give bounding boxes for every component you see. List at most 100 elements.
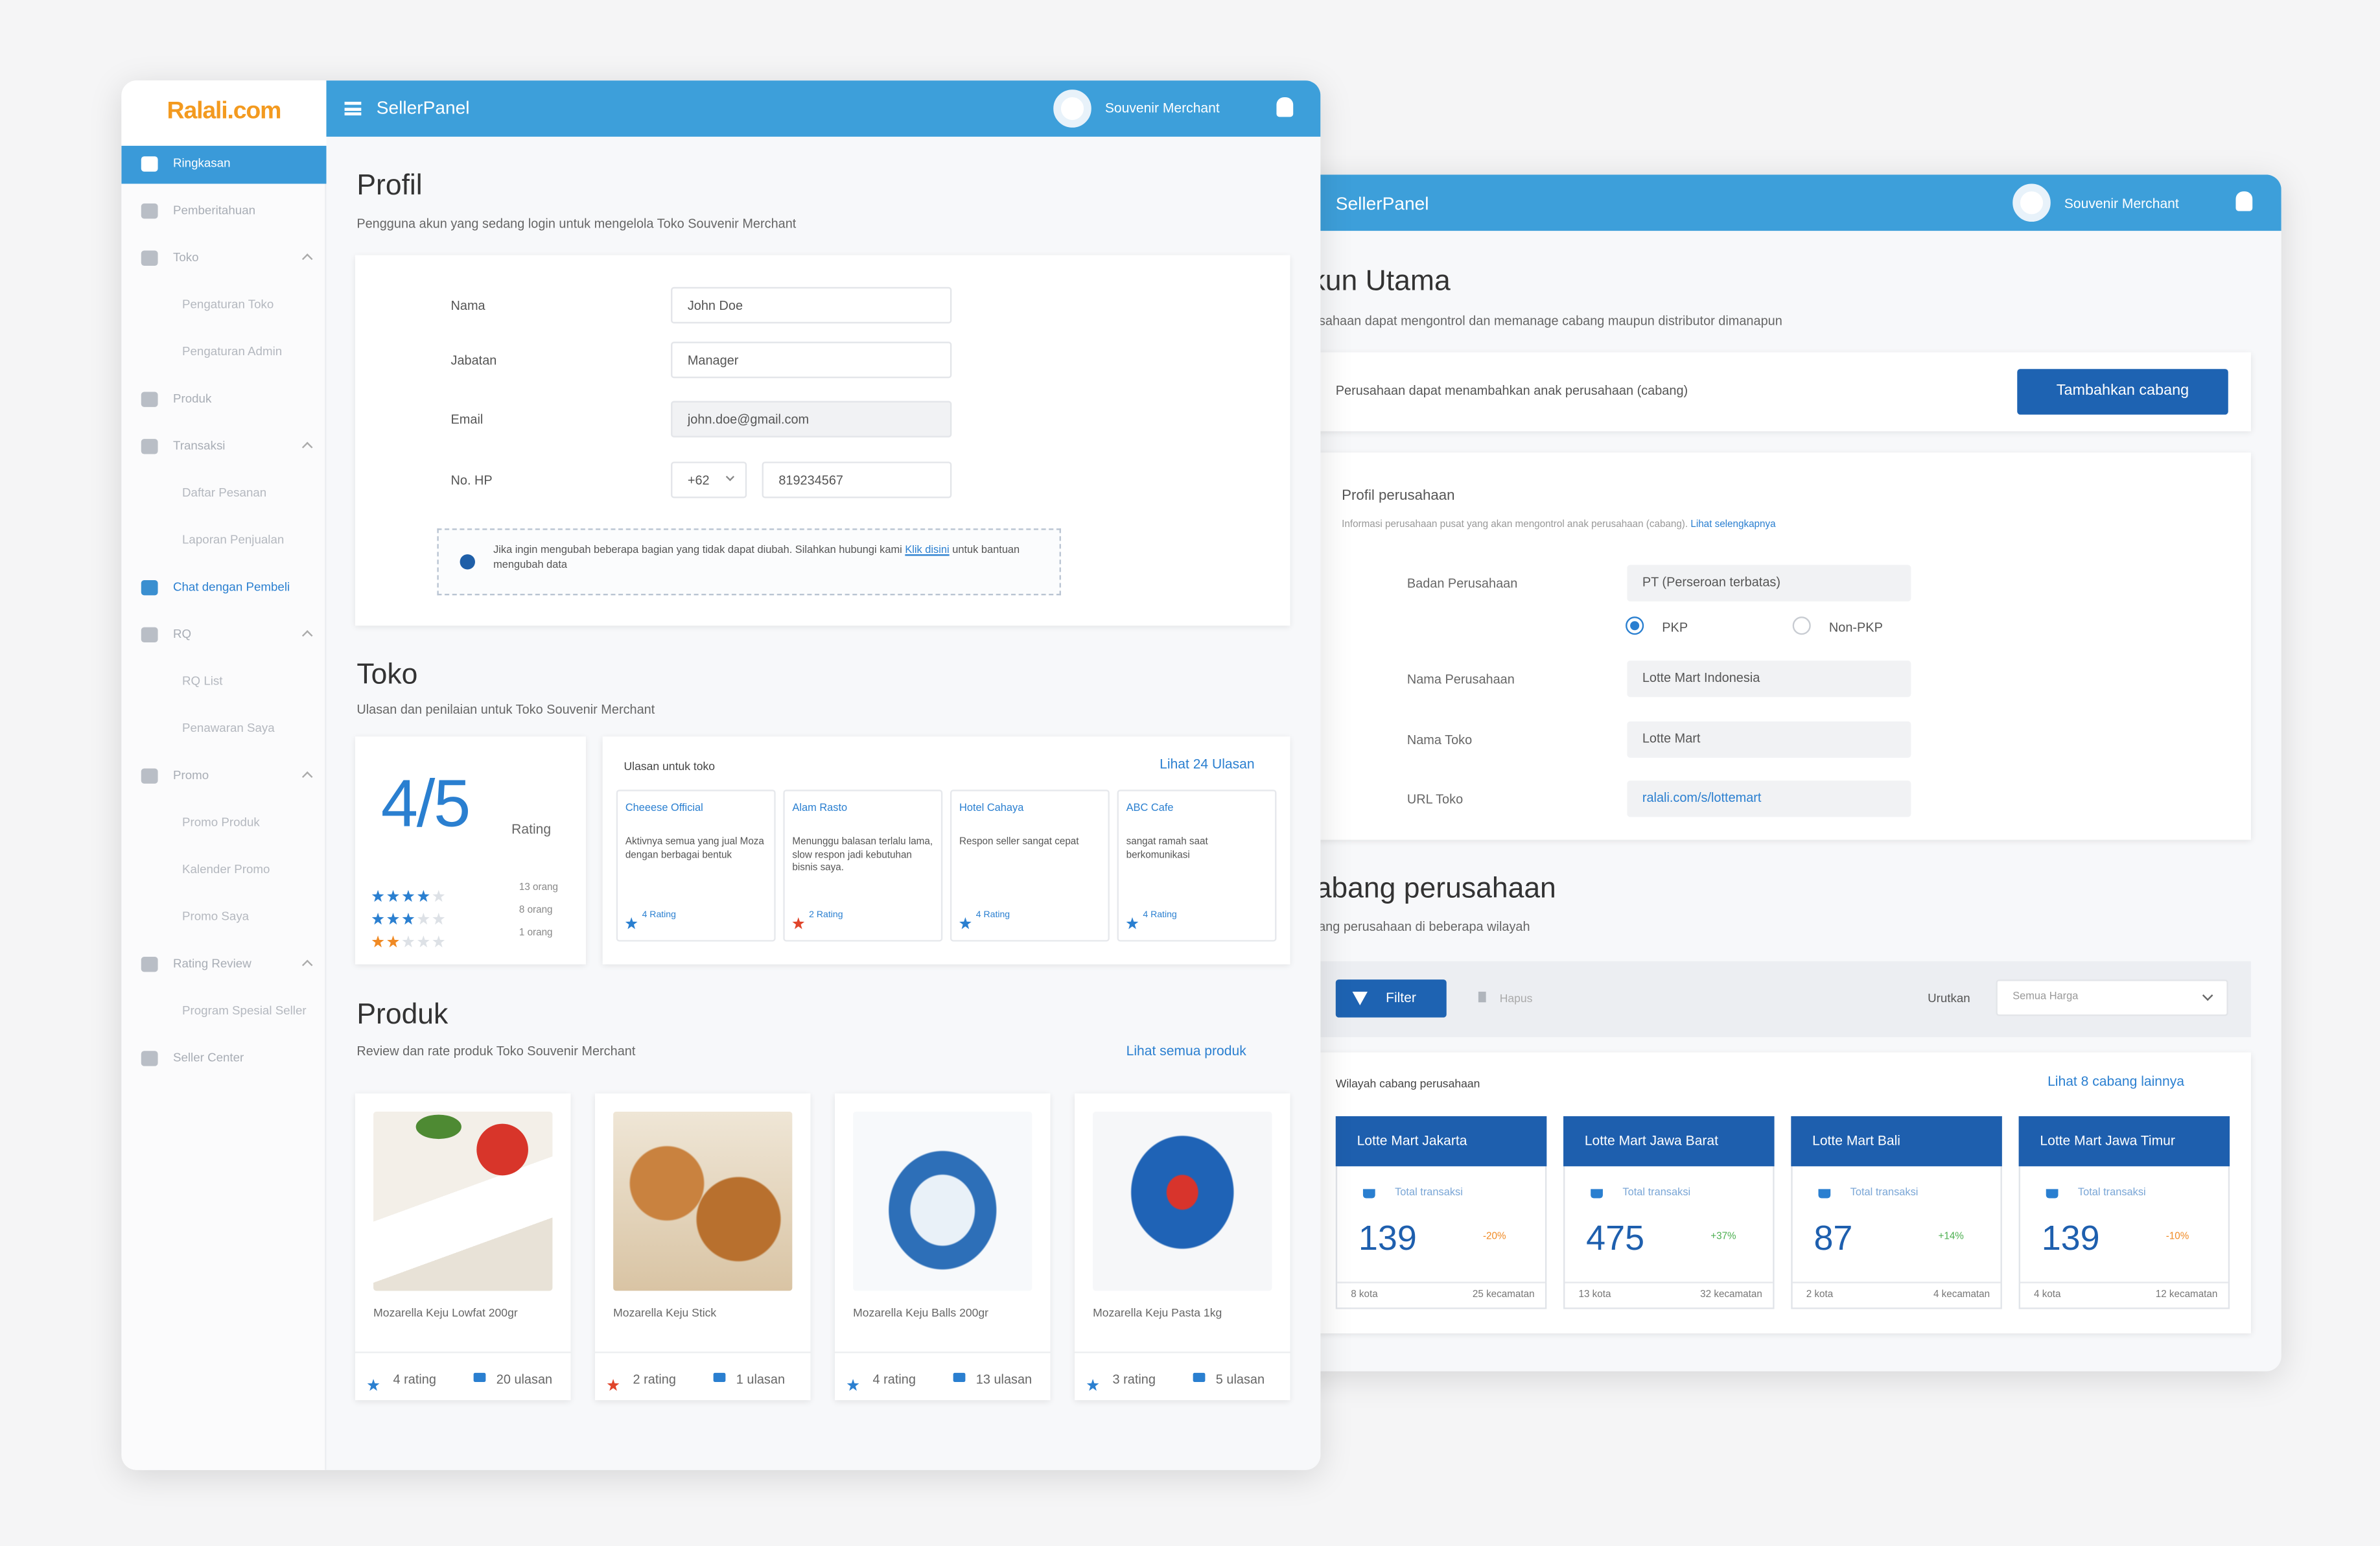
tomato bbox=[476, 1123, 528, 1176]
star-svg bbox=[959, 917, 972, 930]
review-rating: 4 Rating bbox=[642, 911, 676, 920]
rating-count: 8 orang bbox=[519, 905, 553, 916]
star-icon bbox=[792, 909, 805, 937]
branch-item[interactable]: Lotte Mart Jakarta Total transaksi 139 -20%… bbox=[1335, 1116, 1547, 1309]
reviews-title: Ulasan untuk toko bbox=[624, 759, 716, 773]
menu-toggle-bar bbox=[344, 107, 362, 110]
user-name[interactable]: Souvenir Merchant bbox=[2064, 196, 2179, 211]
avatar[interactable] bbox=[1053, 89, 1091, 128]
product-card[interactable]: Mozarella Keju Pasta 1kg 3 rating 5 ulasan bbox=[1074, 1093, 1290, 1401]
menu-label: RQ bbox=[172, 627, 192, 641]
avatar[interactable] bbox=[2012, 183, 2051, 222]
note-body: Jika ingin mengubah beberapa bagian yang… bbox=[493, 545, 902, 556]
branch-item[interactable]: Lotte Mart Jawa Timur Total transaksi 139 -… bbox=[2018, 1116, 2230, 1309]
submenu-item[interactable]: Penawaran Saya bbox=[121, 710, 326, 749]
star-icon bbox=[402, 882, 415, 909]
info-link[interactable]: Lihat selengkapnya bbox=[1690, 519, 1776, 530]
menu-icon bbox=[141, 392, 158, 407]
menu-toggle[interactable] bbox=[344, 101, 362, 116]
product-card[interactable]: Mozarella Keju Lowfat 200gr 4 rating 20 ul… bbox=[355, 1093, 571, 1401]
product-card[interactable]: Mozarella Keju Stick 2 rating 1 ulasan bbox=[594, 1093, 811, 1401]
submenu-item[interactable]: Kalender Promo bbox=[121, 852, 326, 890]
notification-bell[interactable] bbox=[2235, 191, 2253, 211]
star-svg bbox=[1126, 917, 1139, 930]
menu-item[interactable]: Ringkasan bbox=[121, 145, 327, 184]
phone-input[interactable]: 819234567 bbox=[762, 462, 952, 498]
section-title: Produk bbox=[356, 999, 449, 1031]
rating-count: 1 orang bbox=[519, 928, 553, 939]
radio[interactable] bbox=[1626, 616, 1644, 635]
field-label: Nama Perusahaan bbox=[1406, 671, 1515, 686]
menu-icon bbox=[141, 627, 158, 643]
reviews-link[interactable]: Lihat 24 Ulasan bbox=[1160, 756, 1255, 772]
review-rating: 4 Rating bbox=[1143, 911, 1177, 920]
menu-item[interactable]: Produk bbox=[121, 381, 326, 419]
menu-caret bbox=[301, 630, 313, 641]
submenu-item[interactable]: Daftar Pesanan bbox=[121, 475, 326, 513]
submenu-item[interactable]: Laporan Penjualan bbox=[121, 522, 326, 561]
note-link[interactable]: Klik disini bbox=[905, 545, 950, 556]
field-input[interactable]: Lotte Mart Indonesia bbox=[1627, 661, 1911, 697]
notification-bell[interactable] bbox=[1276, 97, 1294, 117]
submenu-item[interactable]: Pengaturan Toko bbox=[121, 287, 326, 325]
radio-label: PKP bbox=[1662, 619, 1688, 635]
menu-item[interactable]: RQ bbox=[121, 616, 326, 655]
branch-cities: 13 kota bbox=[1578, 1289, 1611, 1300]
menu-item[interactable]: Pemberitahuan bbox=[121, 193, 326, 231]
branch-footer-line bbox=[1337, 1282, 1545, 1283]
star-svg bbox=[371, 889, 384, 902]
submenu-item[interactable]: Promo Produk bbox=[121, 805, 326, 843]
filter-button[interactable]: Filter bbox=[1335, 979, 1447, 1018]
section-subtitle: Pengguna akun yang sedang login untuk me… bbox=[356, 215, 797, 231]
branch-item[interactable]: Lotte Mart Bali Total transaksi 87 +14% 2 ko… bbox=[1791, 1116, 2002, 1309]
sort-select[interactable]: Semua Harga bbox=[1996, 979, 2228, 1016]
field-input[interactable]: John Doe bbox=[671, 287, 952, 324]
branch-item[interactable]: Lotte Mart Jawa Barat Total transaksi 475 +… bbox=[1563, 1116, 1775, 1309]
star-icon bbox=[417, 905, 430, 932]
field-input[interactable]: ralali.com/s/lottemart bbox=[1627, 780, 1911, 817]
branch-cities: 8 kota bbox=[1351, 1289, 1378, 1300]
branch-list-link[interactable]: Lihat 8 cabang lainnya bbox=[2048, 1073, 2185, 1089]
metric-label: Total transaksi bbox=[1395, 1188, 1463, 1199]
submenu-item[interactable]: Program Spesial Seller bbox=[121, 993, 326, 1031]
products-link[interactable]: Lihat semua produk bbox=[1126, 1043, 1246, 1059]
product-image bbox=[853, 1111, 1032, 1291]
menu-item[interactable]: Rating Review bbox=[121, 946, 326, 985]
star-svg bbox=[402, 935, 415, 948]
branch-cities: 2 kota bbox=[1806, 1289, 1834, 1300]
product-card[interactable]: Mozarella Keju Balls 200gr 4 rating 13 ula… bbox=[834, 1093, 1051, 1401]
submenu-item[interactable]: RQ List bbox=[121, 664, 326, 702]
radio[interactable] bbox=[1792, 616, 1811, 635]
menu-icon bbox=[141, 580, 158, 596]
cart-icon bbox=[2046, 1189, 2059, 1199]
submenu-item[interactable]: Promo Saya bbox=[121, 899, 326, 937]
branch-total: 139 bbox=[1358, 1217, 1417, 1258]
metric-label: Total transaksi bbox=[1622, 1188, 1691, 1199]
menu-item[interactable]: Transaksi bbox=[121, 428, 326, 467]
delete-label[interactable]: Hapus bbox=[1499, 991, 1533, 1005]
star-icon bbox=[371, 928, 384, 955]
menu-item[interactable]: Toko bbox=[121, 240, 326, 278]
menu-item[interactable]: Promo bbox=[121, 758, 326, 796]
product-reviews: 1 ulasan bbox=[736, 1371, 786, 1387]
menu-item[interactable]: Seller Center bbox=[121, 1040, 326, 1079]
star-icon bbox=[371, 882, 384, 909]
submenu-item[interactable]: Pengaturan Admin bbox=[121, 334, 326, 372]
topbar: SellerPanel Souvenir Merchant bbox=[326, 80, 1321, 137]
star-svg bbox=[1086, 1379, 1099, 1391]
radio-dot bbox=[1630, 621, 1640, 631]
country-code[interactable]: +62 bbox=[671, 462, 747, 498]
field-input[interactable]: PT (Perseroan terbatas) bbox=[1627, 565, 1911, 602]
add-branch-button[interactable]: Tambahkan cabang bbox=[2017, 369, 2228, 415]
star-icon bbox=[607, 1372, 620, 1399]
section-title: Profil bbox=[356, 170, 423, 202]
field-input[interactable]: Manager bbox=[671, 342, 952, 379]
user-name[interactable]: Souvenir Merchant bbox=[1104, 100, 1220, 116]
branch-cities: 4 kota bbox=[2034, 1289, 2061, 1300]
menu-item[interactable]: Chat dengan Pembeli bbox=[121, 570, 326, 608]
field-input[interactable]: Lotte Mart bbox=[1627, 721, 1911, 758]
branch-header bbox=[1335, 1116, 1547, 1167]
delete-icon[interactable] bbox=[1478, 991, 1486, 1003]
